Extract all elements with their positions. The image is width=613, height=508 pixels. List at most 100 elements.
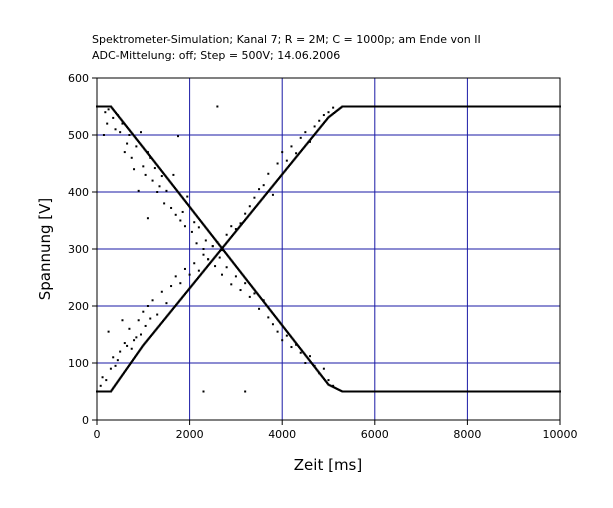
series-1-point-2 <box>98 390 101 393</box>
series-1-point-448 <box>497 105 500 108</box>
series-0-point-408 <box>445 390 448 393</box>
series-0-point-3 <box>99 105 102 108</box>
series-0-point-1 <box>97 105 100 108</box>
series-0-point-387 <box>420 390 423 393</box>
series-2-point-10 <box>126 142 129 145</box>
series-1-point-475 <box>530 105 533 108</box>
series-2-point-73 <box>216 105 219 108</box>
series-3-point-20 <box>146 305 149 307</box>
series-3-point-52 <box>290 145 293 148</box>
series-1-point-388 <box>425 105 428 108</box>
series-2-point-24 <box>158 185 161 188</box>
series-1-point-428 <box>473 105 476 108</box>
series-2-point-20 <box>149 156 152 159</box>
series-1-point-436 <box>483 105 486 108</box>
series-0-point-461 <box>509 390 512 393</box>
series-1-point-484 <box>540 105 543 108</box>
series-0-point-319 <box>339 389 342 392</box>
series-0-point-395 <box>430 390 433 393</box>
series-0-point-371 <box>401 390 404 393</box>
series-3-point-15 <box>135 336 138 339</box>
series-0-point-487 <box>540 390 543 393</box>
series-0-point-347 <box>372 390 375 393</box>
series-3-point-9 <box>121 319 124 322</box>
series-0-point-459 <box>507 390 510 393</box>
series-0-point-335 <box>358 390 361 393</box>
series-3-point-11 <box>126 344 129 347</box>
series-2-point-30 <box>174 213 177 216</box>
series-0-point-359 <box>387 390 390 393</box>
x-tick-label-2: 4000 <box>268 428 296 441</box>
series-0-point-493 <box>548 390 551 393</box>
series-1-point-459 <box>510 105 513 108</box>
series-1-point-399 <box>438 105 441 108</box>
series-3-point-26 <box>170 285 173 288</box>
series-2-point-59 <box>281 339 284 342</box>
series-0-point-462 <box>510 390 513 393</box>
series-0-point-357 <box>384 390 387 393</box>
series-2-point-54 <box>258 307 261 310</box>
series-1-point-382 <box>418 105 421 108</box>
series-0-point-367 <box>396 390 399 393</box>
series-1-point-421 <box>465 105 468 108</box>
series-3-point-36 <box>216 241 219 244</box>
series-1-point-433 <box>479 105 482 108</box>
series-1-point-9 <box>106 390 109 393</box>
series-2-point-46 <box>221 273 224 276</box>
series-2-point-15 <box>137 189 140 192</box>
chart-title-line-2: ADC-Mittelung: off; Step = 500V; 14.06.2… <box>92 49 340 62</box>
series-0-point-471 <box>521 390 524 393</box>
series-0-point-482 <box>534 390 537 393</box>
series-1-point-469 <box>522 105 525 108</box>
series-0-point-480 <box>532 390 535 393</box>
series-1-point-351 <box>381 105 384 108</box>
series-2-point-32 <box>179 219 182 222</box>
series-1-point-414 <box>456 105 459 108</box>
series-1-point-389 <box>426 105 429 108</box>
y-tick-label-1: 100 <box>68 357 89 370</box>
series-1-point-460 <box>512 105 515 108</box>
x-tick-label-4: 8000 <box>453 428 481 441</box>
series-0-point-391 <box>425 390 428 393</box>
series-1-point-481 <box>537 105 540 108</box>
series-3-point-61 <box>332 106 335 109</box>
series-3-point-18 <box>142 310 145 313</box>
series-1-point-487 <box>544 105 547 108</box>
series-2-point-29 <box>172 173 175 176</box>
series-1-point-364 <box>396 105 399 108</box>
series-2-point-27 <box>165 189 168 192</box>
series-0-point-396 <box>431 390 434 393</box>
series-0-point-358 <box>385 390 388 393</box>
series-0-point-409 <box>447 390 450 393</box>
series-1-point-440 <box>488 105 491 108</box>
series-0-point-476 <box>527 390 530 393</box>
series-1-point-432 <box>478 105 481 108</box>
series-0-point-470 <box>520 390 523 393</box>
series-1-point-438 <box>485 105 488 108</box>
series-1-point-320 <box>343 105 346 108</box>
series-0-point-431 <box>473 390 476 393</box>
series-0-point-338 <box>361 390 364 393</box>
series-2-point-5 <box>114 128 117 131</box>
series-0-point-321 <box>341 390 344 393</box>
series-0-point-397 <box>432 390 435 393</box>
series-0-point-417 <box>456 390 459 393</box>
series-2-point-62 <box>295 343 298 346</box>
series-0-point-498 <box>554 390 557 393</box>
series-1-point-368 <box>401 105 404 108</box>
series-1-point-8 <box>105 390 108 393</box>
series-3-point-13 <box>130 347 133 350</box>
series-1-point-443 <box>491 105 494 108</box>
series-0-point-452 <box>498 390 501 393</box>
series-0-point-458 <box>506 390 509 393</box>
series-1-point-332 <box>358 105 361 108</box>
series-0-point-399 <box>435 390 438 393</box>
series-3-point-5 <box>112 356 115 359</box>
series-2-point-65 <box>308 355 311 358</box>
series-1-point-451 <box>501 105 504 108</box>
series-3-point-7 <box>116 359 119 362</box>
series-2-point-67 <box>318 372 321 375</box>
series-2-point-1 <box>104 111 107 114</box>
series-1-point-328 <box>353 105 356 108</box>
series-1-point-377 <box>412 105 415 108</box>
